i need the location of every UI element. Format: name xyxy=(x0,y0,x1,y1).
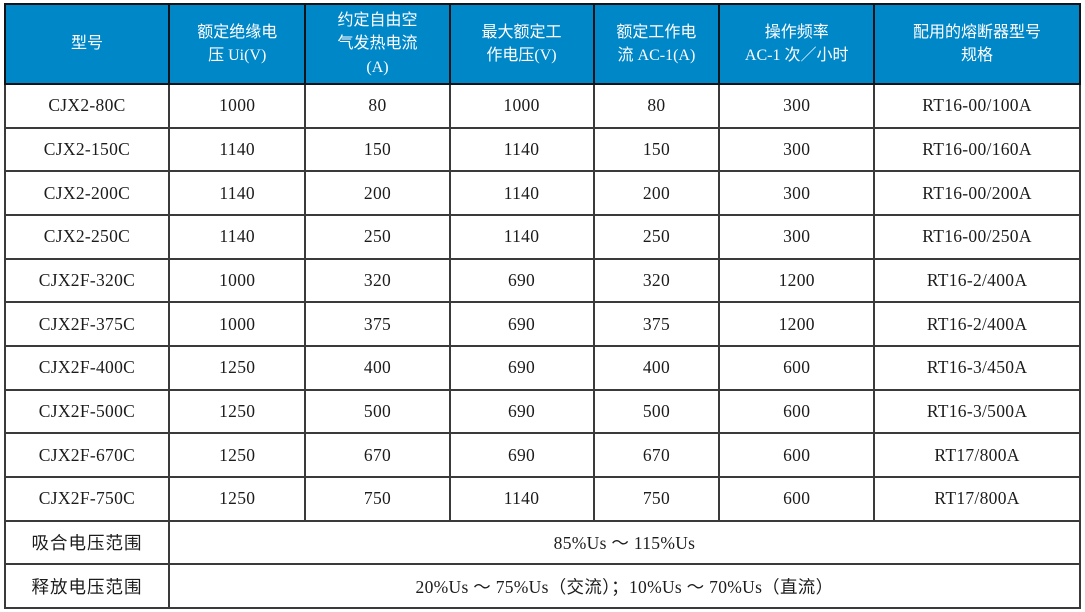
model-cell: CJX2F-375C xyxy=(4,301,170,347)
value-cell: 1250 xyxy=(167,475,307,522)
value-cell: RT16-00/160A xyxy=(873,126,1081,173)
value-cell: 1140 xyxy=(448,213,595,260)
value-cell: 400 xyxy=(304,344,451,391)
value-cell: 500 xyxy=(304,388,451,435)
value-cell: 690 xyxy=(448,388,595,435)
table-row: CJX2F-400C 1250 400 690 400 600 RT16-3/450A xyxy=(4,344,1081,391)
value-cell: 80 xyxy=(304,83,451,129)
value-cell: RT17/800A xyxy=(873,475,1081,522)
value-cell: 690 xyxy=(448,257,595,304)
table-row: CJX2F-670C 1250 670 690 670 600 RT17/800A xyxy=(4,432,1081,478)
column-header: 额定绝缘电 压 Ui(V) xyxy=(167,3,307,85)
value-cell: 1250 xyxy=(167,344,307,391)
value-cell: RT16-2/400A xyxy=(873,257,1081,304)
value-cell: 375 xyxy=(592,301,721,347)
value-cell: RT16-2/400A xyxy=(873,301,1081,347)
model-cell: CJX2F-750C xyxy=(4,475,170,522)
value-cell: 320 xyxy=(304,257,451,304)
model-cell: CJX2F-400C xyxy=(4,344,170,391)
value-cell: 1250 xyxy=(167,388,307,435)
value-cell: 400 xyxy=(592,344,721,391)
value-cell: 600 xyxy=(718,388,876,435)
value-cell: 300 xyxy=(718,83,876,129)
value-cell: 300 xyxy=(718,213,876,260)
value-cell: RT16-00/200A xyxy=(873,170,1081,216)
value-cell: 1140 xyxy=(448,475,595,522)
value-cell: 690 xyxy=(448,432,595,478)
footer-label: 吸合电压范围 xyxy=(4,519,170,566)
value-cell: 1200 xyxy=(718,257,876,304)
value-cell: 1140 xyxy=(448,170,595,216)
value-cell: 1140 xyxy=(167,170,307,216)
header-row: 型号 额定绝缘电 压 Ui(V) 约定自由空 气发热电流 (A) 最大额定工 作电压(… xyxy=(4,3,1081,85)
value-cell: 200 xyxy=(592,170,721,216)
value-cell: 80 xyxy=(592,83,721,129)
value-cell: 150 xyxy=(592,126,721,173)
value-cell: 375 xyxy=(304,301,451,347)
value-cell: 600 xyxy=(718,475,876,522)
model-cell: CJX2-250C xyxy=(4,213,170,260)
value-cell: RT17/800A xyxy=(873,432,1081,478)
footer-row: 吸合电压范围 85%Us ～ 115%Us xyxy=(4,519,1082,566)
value-cell: 750 xyxy=(304,475,451,522)
contactor-spec-table: 型号 额定绝缘电 压 Ui(V) 约定自由空 气发热电流 (A) 最大额定工 作电压(… xyxy=(4,3,1082,609)
value-cell: 690 xyxy=(448,301,595,347)
model-cell: CJX2-150C xyxy=(4,126,170,173)
column-header: 约定自由空 气发热电流 (A) xyxy=(304,3,451,85)
value-cell: 690 xyxy=(448,344,595,391)
footer-label: 释放电压范围 xyxy=(4,563,170,609)
model-cell: CJX2-80C xyxy=(4,83,170,129)
value-cell: 150 xyxy=(304,126,451,173)
value-cell: 1000 xyxy=(167,301,307,347)
footer-value: 20%Us ～ 75%Us（交流）；10%Us ～ 70%Us（直流） xyxy=(167,563,1082,609)
value-cell: 1000 xyxy=(167,257,307,304)
model-cell: CJX2F-320C xyxy=(4,257,170,304)
value-cell: 1140 xyxy=(167,213,307,260)
table-row: CJX2-80C 1000 80 1000 80 300 RT16-00/100A xyxy=(4,83,1081,129)
value-cell: 600 xyxy=(718,344,876,391)
value-cell: 1250 xyxy=(167,432,307,478)
table-row: CJX2F-750C 1250 750 1140 750 600 RT17/800A xyxy=(4,475,1081,522)
value-cell: 670 xyxy=(304,432,451,478)
table-row: CJX2F-375C 1000 375 690 375 1200 RT16-2/400A xyxy=(4,301,1081,347)
value-cell: 1000 xyxy=(448,83,595,129)
value-cell: 1140 xyxy=(167,126,307,173)
model-cell: CJX2F-670C xyxy=(4,432,170,478)
footer-row: 释放电压范围 20%Us ～ 75%Us（交流）；10%Us ～ 70%Us（直流… xyxy=(4,563,1082,609)
table-header: 型号 额定绝缘电 压 Ui(V) 约定自由空 气发热电流 (A) 最大额定工 作电压(… xyxy=(4,3,1081,85)
column-header: 最大额定工 作电压(V) xyxy=(448,3,595,85)
value-cell: RT16-00/250A xyxy=(873,213,1081,260)
value-cell: 750 xyxy=(592,475,721,522)
model-cell: CJX2-200C xyxy=(4,170,170,216)
model-cell: CJX2F-500C xyxy=(4,388,170,435)
value-cell: 250 xyxy=(592,213,721,260)
column-header: 配用的熔断器型号 规格 xyxy=(873,3,1081,85)
column-header: 额定工作电 流 AC-1(A) xyxy=(592,3,721,85)
value-cell: 250 xyxy=(304,213,451,260)
value-cell: 300 xyxy=(718,170,876,216)
value-cell: RT16-3/450A xyxy=(873,344,1081,391)
value-cell: 600 xyxy=(718,432,876,478)
table-row: CJX2F-500C 1250 500 690 500 600 RT16-3/500A xyxy=(4,388,1081,435)
table-row: CJX2-250C 1140 250 1140 250 300 RT16-00/250A xyxy=(4,213,1081,260)
footer-value: 85%Us ～ 115%Us xyxy=(167,519,1082,566)
table-row: CJX2-200C 1140 200 1140 200 300 RT16-00/200A xyxy=(4,170,1081,216)
table-body: CJX2-80C 1000 80 1000 80 300 RT16-00/100A CJX2-… xyxy=(4,83,1082,609)
value-cell: RT16-3/500A xyxy=(873,388,1081,435)
value-cell: 320 xyxy=(592,257,721,304)
value-cell: 500 xyxy=(592,388,721,435)
table-row: CJX2-150C 1140 150 1140 150 300 RT16-00/160A xyxy=(4,126,1081,173)
column-header: 操作频率 AC-1 次／小时 xyxy=(718,3,876,85)
value-cell: 300 xyxy=(718,126,876,173)
value-cell: 670 xyxy=(592,432,721,478)
value-cell: 1200 xyxy=(718,301,876,347)
value-cell: 1140 xyxy=(448,126,595,173)
value-cell: RT16-00/100A xyxy=(873,83,1081,129)
table-row: CJX2F-320C 1000 320 690 320 1200 RT16-2/400A xyxy=(4,257,1081,304)
column-header: 型号 xyxy=(4,3,170,85)
value-cell: 200 xyxy=(304,170,451,216)
value-cell: 1000 xyxy=(167,83,307,129)
